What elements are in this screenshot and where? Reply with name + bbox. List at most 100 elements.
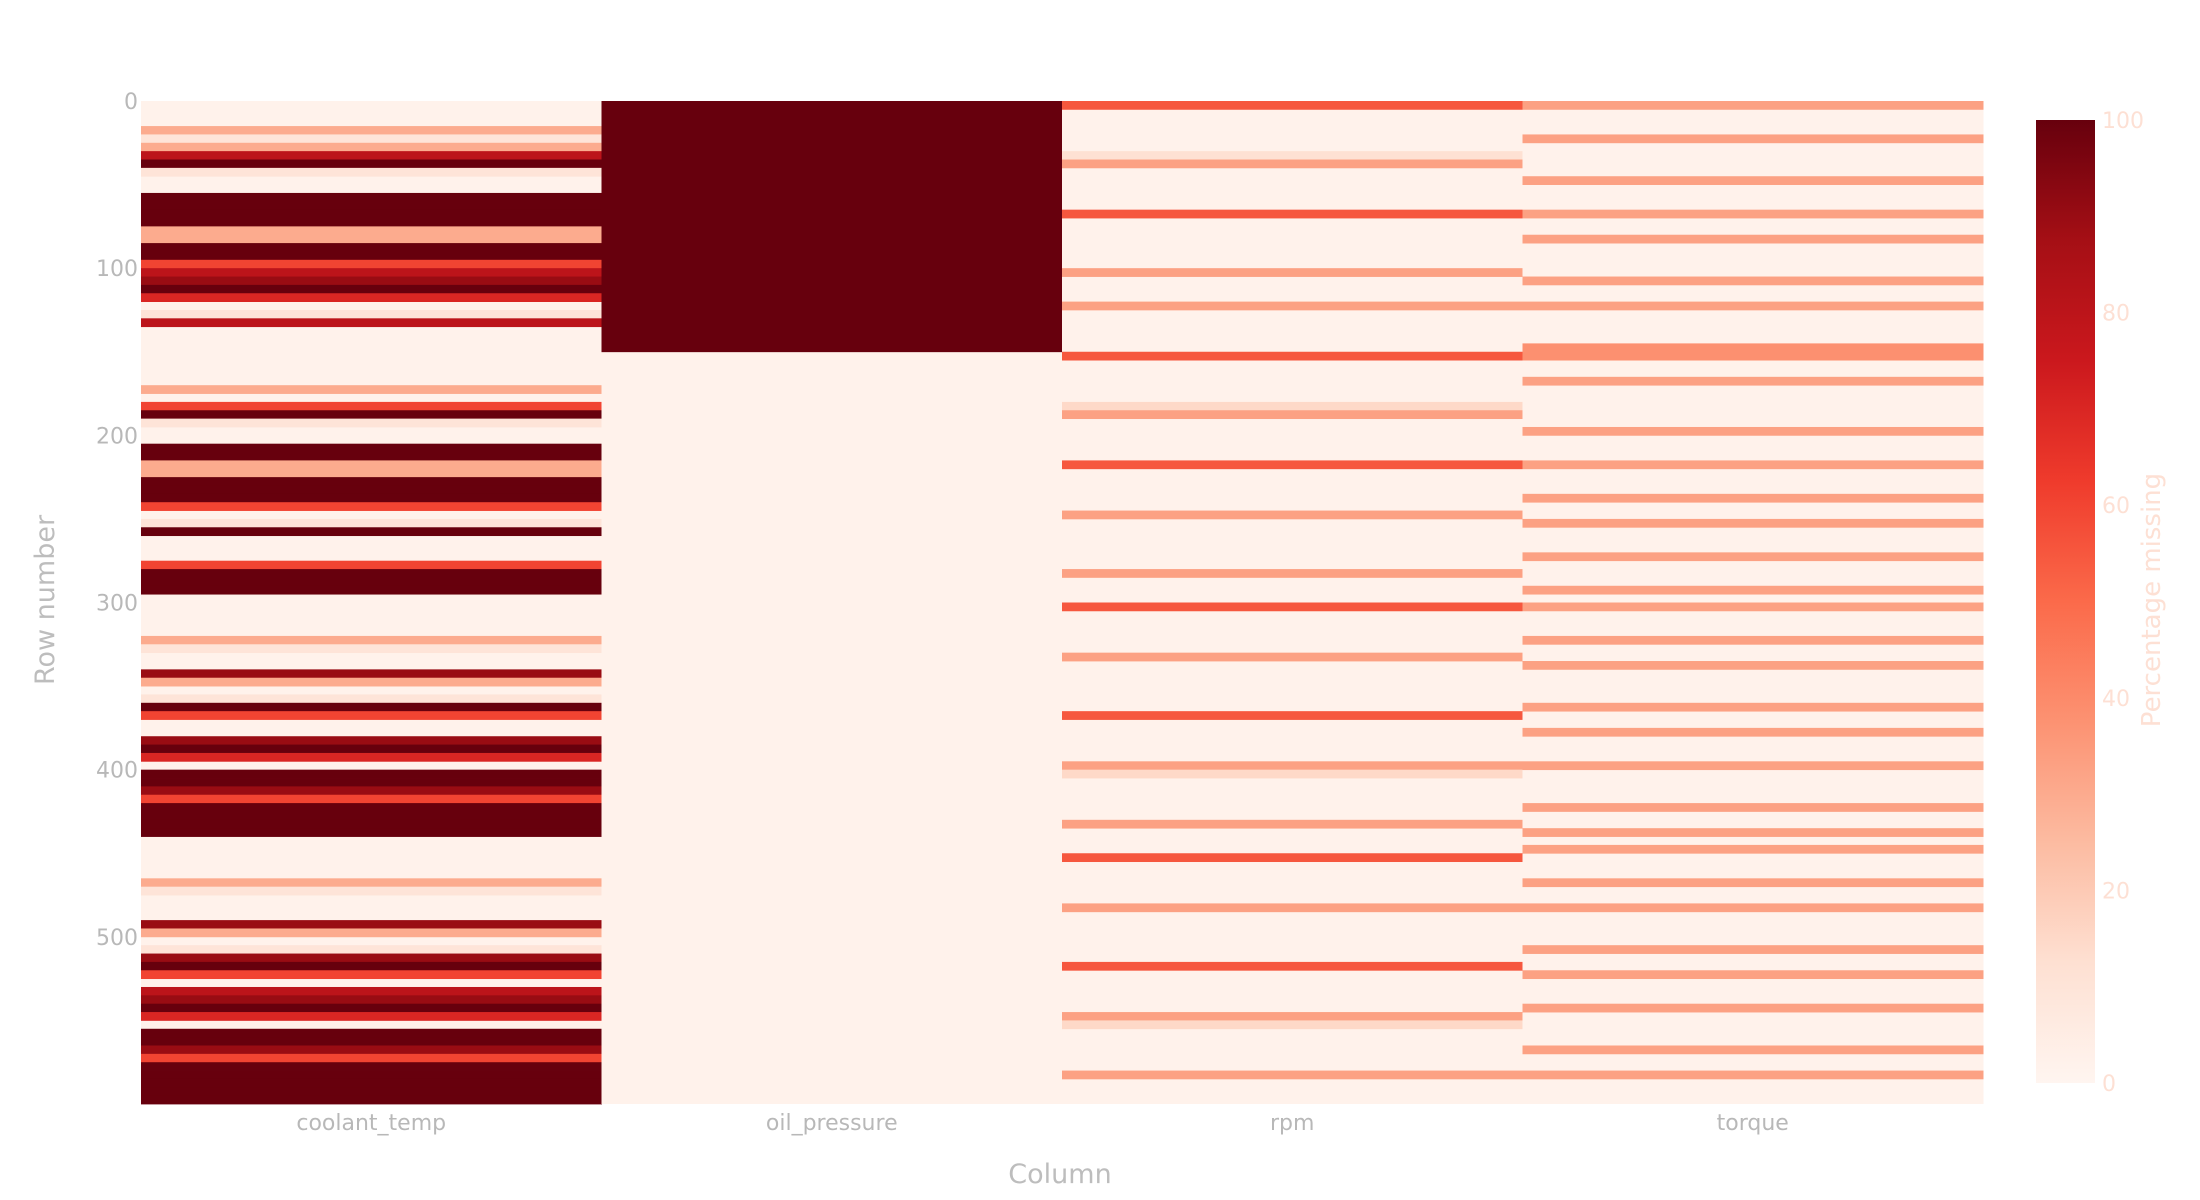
heatmap-cell [141, 401, 602, 411]
heatmap-cell [141, 886, 602, 896]
heatmap-cell [141, 1062, 602, 1071]
heatmap-cell [1062, 961, 1523, 971]
heatmap-cell [1522, 376, 1984, 386]
colorbar [2036, 120, 2095, 1083]
heatmap-cell [141, 243, 602, 261]
heatmap-cell [141, 1095, 602, 1105]
heatmap-cell [1062, 769, 1523, 779]
heatmap-cell [141, 167, 602, 177]
heatmap-cell [141, 828, 602, 837]
heatmap-cell [141, 945, 602, 954]
heatmap-cell [141, 1028, 602, 1038]
heatmap-cell [141, 560, 602, 570]
heatmap-cell [141, 778, 602, 787]
heatmap-cell [141, 794, 602, 804]
heatmap-cell [141, 1070, 602, 1080]
heatmap-cell [141, 669, 602, 679]
heatmap-cell [1522, 301, 1984, 311]
heatmap-cell [1522, 702, 1984, 712]
heatmap-cell [1062, 1070, 1523, 1080]
heatmap-cell [1522, 1070, 1984, 1080]
heatmap-cell [1522, 878, 1984, 888]
heatmap-cell [141, 736, 602, 745]
heatmap-cell [141, 518, 602, 528]
heatmap-cell [1522, 602, 1984, 612]
y-tick-label: 100 [96, 257, 138, 282]
heatmap-cell [141, 1045, 602, 1055]
heatmap-cell [141, 970, 602, 980]
heatmap-cell [141, 159, 602, 169]
heatmap-cell [141, 803, 602, 821]
y-tick-label: 300 [96, 592, 138, 617]
y-tick-label: 500 [96, 926, 138, 951]
heatmap-cell [141, 418, 602, 428]
heatmap-cell [141, 711, 602, 720]
heatmap-cell [141, 284, 602, 294]
heatmap-cell [141, 151, 602, 160]
heatmap-cell [1062, 1012, 1523, 1021]
colorbar-tick-label: 40 [2102, 687, 2130, 712]
heatmap-cell [141, 410, 602, 420]
colorbar-ticks: 0 20 40 60 80 100 [2102, 109, 2144, 1097]
x-tick-label: coolant_temp [296, 1111, 446, 1136]
heatmap-cell [1522, 343, 1984, 361]
heatmap-cell [141, 920, 602, 929]
heatmap-cell [1062, 410, 1523, 420]
heatmap-cell [1522, 585, 1984, 595]
heatmap-cell [141, 635, 602, 645]
heatmap-cell [1522, 276, 1984, 286]
heatmap-cell [1062, 101, 1523, 110]
heatmap-cell [141, 477, 602, 486]
heatmap-cell [1062, 853, 1523, 863]
heatmap-cell [141, 268, 602, 277]
heatmap-cell [141, 134, 602, 144]
heatmap-cell [141, 585, 602, 595]
heatmap-cell [141, 209, 602, 227]
heatmap-cells [141, 101, 1984, 1105]
heatmap-cell [1522, 828, 1984, 837]
colorbar-tick-label: 60 [2102, 494, 2130, 519]
heatmap-cell [141, 1037, 602, 1046]
colorbar-title: Percentage missing [2137, 473, 2167, 727]
heatmap-cell [601, 101, 1063, 353]
x-tick-label: oil_pressure [766, 1111, 898, 1136]
heatmap-cell [141, 702, 602, 712]
y-axis-title: Row number [30, 514, 61, 685]
heatmap-cell [1062, 761, 1523, 771]
heatmap-cell [141, 468, 602, 478]
heatmap-cell [141, 986, 602, 996]
heatmap-cell [1522, 518, 1984, 528]
heatmap-cell [1062, 460, 1523, 470]
heatmap-cell [1062, 268, 1523, 277]
heatmap-cell [1062, 151, 1523, 160]
x-tick-label: rpm [1270, 1111, 1314, 1136]
heatmap-cell [141, 385, 602, 394]
heatmap-cell [1062, 819, 1523, 829]
heatmap-cell [141, 318, 602, 328]
heatmap-cell [1522, 661, 1984, 670]
heatmap-cell [1522, 727, 1984, 737]
heatmap-cell [141, 878, 602, 888]
heatmap-cell [1522, 761, 1984, 771]
heatmap-cell [1522, 635, 1984, 645]
heatmap-cell [1522, 493, 1984, 503]
colorbar-tick-label: 20 [2102, 879, 2130, 904]
heatmap-cell [141, 744, 602, 754]
heatmap-cell [141, 995, 602, 1005]
heatmap-cell [1062, 301, 1523, 311]
heatmap-cell [1062, 1020, 1523, 1030]
heatmap-cell [141, 460, 602, 470]
heatmap-cell [141, 142, 602, 152]
heatmap-cell [1522, 1045, 1984, 1055]
heatmap-cell [141, 928, 602, 938]
heatmap-cell [141, 502, 602, 511]
heatmap-cell [1522, 209, 1984, 219]
heatmap-cell [141, 1053, 602, 1063]
heatmap-cell [1062, 401, 1523, 411]
heatmap-cell [141, 569, 602, 587]
colorbar-tick-label: 0 [2102, 1072, 2116, 1097]
heatmap-cell [1522, 460, 1984, 470]
heatmap-cell [141, 1078, 602, 1088]
colorbar-tick-label: 80 [2102, 302, 2130, 327]
